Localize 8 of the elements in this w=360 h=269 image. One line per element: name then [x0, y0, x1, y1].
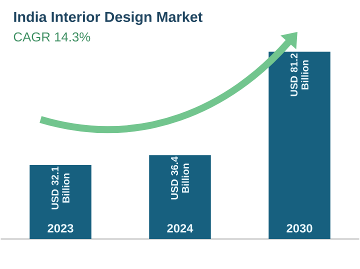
data-label: USD 36.4 Billion	[171, 156, 189, 200]
x-tick-label: 2030	[286, 224, 312, 233]
data-label: USD 32.1 Billion	[52, 166, 70, 210]
x-tick-label: 2024	[167, 224, 194, 233]
chart-title: India Interior Design Market	[14, 12, 202, 26]
x-tick-label: 2023	[48, 224, 74, 233]
chart-subtitle: CAGR 14.3%	[14, 32, 90, 42]
data-label: USD 81.2 Billion	[290, 54, 308, 96]
